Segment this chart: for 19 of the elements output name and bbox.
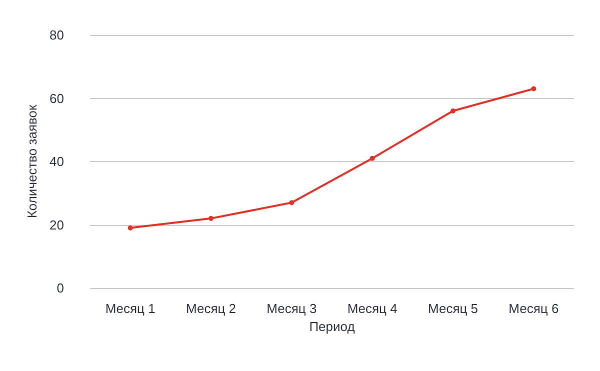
point [128,225,133,230]
y-tick-label: 60 [50,90,64,106]
x-tick-label: Месяц 2 [186,301,236,316]
y-tick-label: 80 [50,28,64,42]
y-tick-label: 20 [50,217,64,232]
x-axis-title: Период [309,319,356,334]
point [370,156,375,161]
y-axis-title: Количество заявок [24,104,40,218]
x-tick-label: Месяц 4 [347,301,398,316]
point [289,200,294,206]
x-tick-label: Месяц 1 [105,301,156,316]
x-tick-label: Месяц 5 [428,301,478,316]
point [208,216,214,221]
x-tick-label: Месяц 6 [508,301,559,316]
y-tick-label: 0 [56,280,64,296]
point [450,108,456,114]
x-tick-label: Месяц 3 [266,301,317,316]
y-tick-label: 40 [50,154,64,169]
point [531,86,536,92]
